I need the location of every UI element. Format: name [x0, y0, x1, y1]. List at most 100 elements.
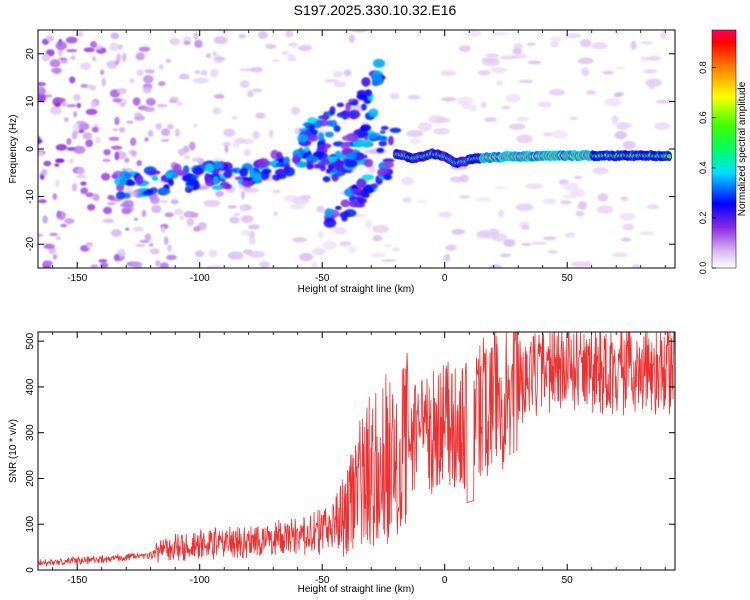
spectrogram-noise-blob [248, 235, 256, 245]
spectrogram-ridge-blob [292, 154, 300, 165]
spectrogram-ridge-core [666, 154, 672, 159]
spectrogram-noise-blob [144, 233, 152, 242]
spectrogram-ridge-blob [313, 151, 325, 158]
spectrogram-noise-blob [85, 139, 93, 148]
spectrogram-ridge-blob [249, 168, 255, 179]
spectrogram-ridge-blob [359, 190, 369, 198]
spectrogram-noise-blob [124, 157, 130, 163]
spectrogram-ridge-blob [321, 158, 331, 166]
spectrogram-faint-blob [648, 81, 655, 90]
spectrogram-ridge-blob [262, 168, 272, 174]
spectrogram-noise-blob [80, 62, 92, 70]
spectrogram-noise-blob [144, 137, 149, 142]
spectrogram-faint-blob [596, 205, 614, 214]
spectrogram-ridge-blob [379, 129, 386, 135]
spectrogram-faint-blob [496, 81, 504, 86]
spectrogram-noise-blob [135, 52, 145, 61]
spectrogram-noise-blob [41, 169, 48, 177]
spectrogram-noise-blob [240, 190, 246, 200]
spectrogram-faint-blob [550, 36, 562, 42]
spectrogram-ridge-blob [212, 175, 219, 185]
spectrogram-faint-blob [480, 101, 487, 109]
spectrogram-ridge-blob [331, 173, 339, 182]
spectrogram-noise-blob [143, 106, 155, 113]
spectrogram-noise-blob [133, 217, 139, 221]
spectrogram-faint-blob [229, 216, 240, 224]
spectrogram-noise-blob [243, 149, 251, 156]
spectrogram-faint-blob [562, 182, 580, 191]
spectrogram-faint-blob [283, 195, 299, 202]
spectrogram-faint-blob [547, 249, 558, 254]
spectrogram-noise-blob [129, 78, 135, 84]
spectrogram-ridge-blob [318, 143, 325, 150]
spectrogram-noise-blob [132, 97, 141, 106]
spectrogram-ridge-blob [360, 139, 373, 148]
spectrogram-faint-blob [477, 69, 491, 76]
spectrogram-faint-blob [433, 127, 450, 135]
spectrogram-faint-blob [428, 115, 445, 124]
spectrogram-noise-blob [38, 139, 43, 144]
spectrogram-noise-blob [116, 44, 124, 50]
spectrogram-noise-blob [193, 123, 198, 128]
spectrogram-faint-blob [368, 165, 376, 174]
spectrogram-faint-blob [371, 252, 386, 258]
spectrogram-faint-blob [459, 195, 471, 199]
spectrogram-faint-blob [335, 227, 347, 235]
spectrogram-faint-blob [227, 251, 244, 260]
snr-ytick-label: 0 [25, 567, 36, 573]
spectrogram-faint-blob [332, 71, 344, 78]
spectrogram-faint-blob [417, 200, 427, 204]
spectrogram-noise-blob [56, 210, 62, 218]
spectrogram-faint-blob [654, 122, 671, 130]
spectrogram-ridge-blob [283, 166, 295, 177]
spec-ytick-label: -20 [25, 237, 36, 252]
spectrogram-faint-blob [285, 30, 294, 38]
spectrogram-ridge-blob [125, 180, 136, 186]
spectrogram-noise-blob [80, 181, 87, 186]
spectrogram-ridge-blob [275, 169, 286, 175]
spectrogram-noise-blob [156, 103, 168, 108]
spectrogram-faint-blob [604, 98, 622, 107]
spectrogram-noise-blob [227, 205, 237, 209]
spectrogram-noise-blob [52, 193, 58, 200]
spectrogram-faint-blob [322, 240, 337, 250]
spectrogram-faint-blob [640, 41, 654, 45]
spec-xtick-label: -150 [67, 273, 87, 284]
spectrogram-noise-blob [142, 86, 152, 94]
spectrogram-faint-blob [316, 231, 325, 239]
spectrogram-noise-blob [89, 41, 98, 48]
spectrogram-noise-blob [83, 47, 95, 53]
spectrogram-faint-blob [240, 215, 254, 223]
spectrogram-ridge-blob [123, 172, 132, 180]
spectrogram-faint-blob [447, 244, 458, 251]
spectrogram-faint-blob [516, 134, 533, 144]
spectrogram-noise-blob [251, 88, 263, 93]
spectrogram-faint-blob [631, 263, 641, 268]
spectrogram-noise-blob [141, 209, 147, 218]
spectrogram-noise-blob [73, 145, 86, 154]
spectrogram-ridge-blob [378, 140, 387, 147]
spectrogram-noise-blob [107, 194, 115, 201]
spectrogram-noise-blob [78, 122, 90, 131]
spectrogram-faint-blob [383, 243, 393, 248]
spectrogram-ridge-blob [335, 205, 342, 211]
spectrogram-ridge-blob [224, 184, 232, 190]
spectrogram-noise-blob [246, 90, 254, 98]
spectrogram-faint-blob [494, 186, 506, 190]
spectrogram-faint-blob [597, 193, 609, 202]
spectrogram-ridge-blob [339, 111, 352, 117]
spectrogram-noise-blob [76, 167, 85, 176]
spectrogram-faint-blob [614, 131, 628, 140]
spectrogram-faint-blob [482, 59, 500, 67]
spectrogram-ridge-blob [190, 174, 199, 180]
spectrogram-noise-blob [66, 104, 78, 108]
spectrogram-noise-blob [38, 151, 44, 156]
figure-title: S197.2025.330.10.32.E16 [294, 2, 457, 18]
spectrogram-ridge-blob [365, 89, 372, 97]
spectrogram-ridge-blob [145, 189, 154, 195]
spectrogram-faint-blob [248, 250, 266, 258]
spectrogram-noise-blob [66, 48, 78, 53]
spectrogram-faint-blob [252, 130, 260, 140]
spectrogram-noise-blob [95, 136, 101, 145]
spectrogram-noise-blob [135, 243, 146, 248]
